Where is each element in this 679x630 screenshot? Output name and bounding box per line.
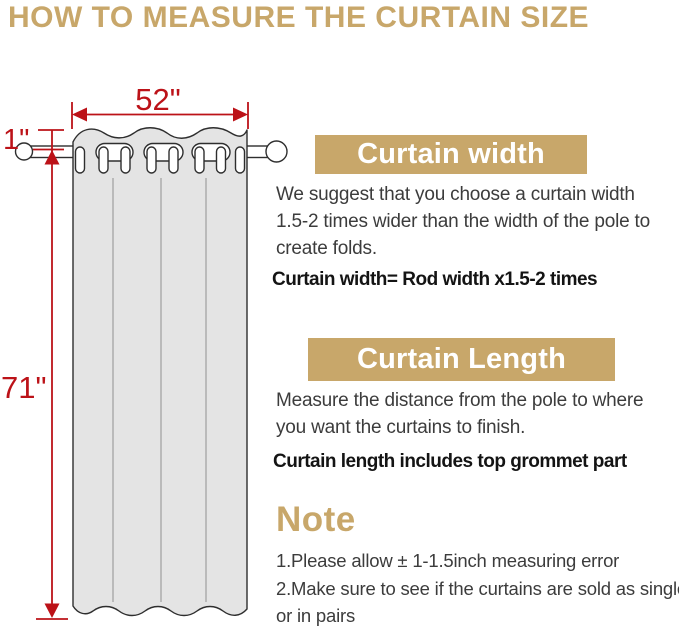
grommet-loop	[146, 146, 157, 174]
grommet-loop	[98, 146, 109, 174]
curtain-length-label: 71"	[1, 370, 47, 405]
grommet-loop	[168, 146, 179, 174]
curtain-length-heading: Curtain Length	[308, 338, 615, 381]
note-list: 1.Please allow ± 1-1.5inch measuring err…	[276, 547, 679, 630]
curtain-width-heading: Curtain width	[315, 135, 587, 174]
fold-lines	[112, 178, 207, 602]
grommet-loop	[215, 146, 227, 174]
rod-finial-right	[265, 140, 288, 163]
arrow-right-icon	[233, 107, 248, 122]
curtain-width-formula: Curtain width= Rod width x1.5-2 times	[272, 269, 598, 290]
arrow-down-icon	[44, 603, 60, 618]
rod-finial-left	[14, 142, 34, 161]
dimension-arrows	[44, 107, 248, 618]
curtain-width-body: We suggest that you choose a curtain wid…	[276, 184, 650, 259]
curtain-length-body: Measure the distance from the pole to wh…	[276, 390, 644, 438]
arrow-up-icon	[44, 150, 60, 165]
curtain-length-heading-label: Curtain Length	[356, 343, 566, 375]
curtain-width-heading-label: Curtain width	[357, 138, 545, 170]
grommet-loop	[234, 146, 246, 174]
note-heading: Note	[276, 500, 356, 539]
note-item-1: 1.Please allow ± 1-1.5inch measuring err…	[276, 550, 620, 571]
grommet-loop	[120, 146, 131, 174]
grommet-loop	[194, 146, 205, 174]
curtain-length-formula: Curtain length includes top grommet part	[273, 451, 627, 472]
curtain-diagram: 52" 1" 71"	[1, 82, 288, 620]
note-item-2: 2.Make sure to see if the curtains are s…	[276, 577, 679, 627]
grommets	[74, 142, 246, 174]
dimension-labels: 52" 1" 71"	[1, 82, 181, 405]
dimension-lines	[33, 102, 249, 620]
curtain-fabric	[72, 127, 248, 617]
grommet-height-label: 1"	[3, 124, 29, 156]
grommet-loop	[74, 146, 86, 174]
rod-width-label: 52"	[135, 82, 181, 117]
page-title: HOW TO MEASURE THE CURTAIN SIZE	[8, 1, 590, 34]
arrow-left-icon	[72, 107, 87, 122]
